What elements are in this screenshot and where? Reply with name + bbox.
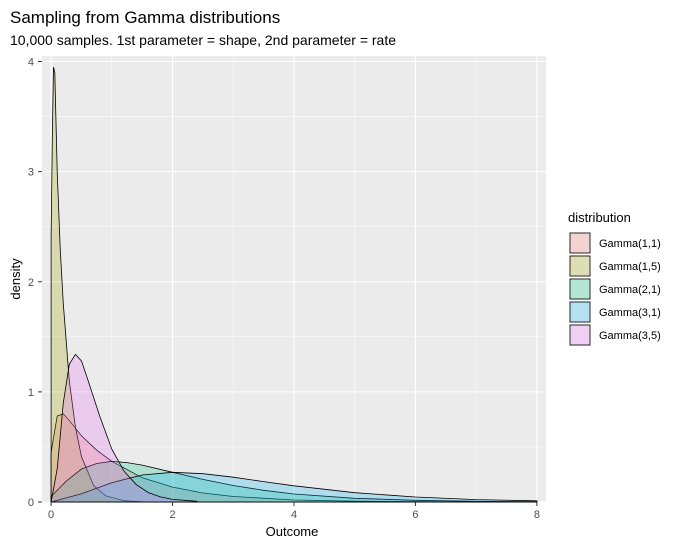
y-tick-label: 3 (28, 167, 34, 179)
legend-key-background (569, 278, 591, 300)
legend-key-background (569, 324, 591, 346)
legend-label: Gamma(3,5) (599, 330, 661, 342)
y-tick-label: 2 (28, 277, 34, 289)
legend-label: Gamma(2,1) (599, 284, 661, 296)
y-tick-label: 1 (28, 387, 34, 399)
legend-key-background (569, 255, 591, 277)
x-axis-title: Outcome (266, 524, 319, 539)
x-tick-label: 4 (291, 509, 297, 521)
x-tick-label: 6 (412, 509, 418, 521)
y-tick-label: 4 (28, 57, 34, 69)
legend-swatch (569, 324, 591, 346)
x-tick-label: 0 (48, 509, 54, 521)
legend-label: Gamma(1,5) (599, 261, 661, 273)
density-area-gamma-3-1 (50, 471, 538, 503)
density-area-gamma-1-5 (50, 66, 143, 503)
y-tick-label: 0 (28, 497, 34, 509)
legend-swatch (569, 278, 591, 300)
density-areas (50, 66, 538, 503)
legend-swatch (569, 232, 591, 254)
legend-swatch (569, 255, 591, 277)
y-axis: 0 1 2 3 4 (28, 57, 42, 509)
chart-subtitle: 10,000 samples. 1st parameter = shape, 2… (10, 32, 396, 48)
y-axis-title: density (8, 258, 23, 300)
legend-label: Gamma(1,1) (599, 238, 661, 250)
legend-label: Gamma(3,1) (599, 307, 661, 319)
chart-title: Sampling from Gamma distributions (10, 8, 280, 27)
x-axis: 0 2 4 6 8 (48, 502, 540, 521)
x-tick-label: 8 (534, 509, 540, 521)
x-tick-label: 2 (169, 509, 175, 521)
legend: Gamma(1,1) Gamma(1,5) Gamma(2,1) Gamma(3,1)… (569, 232, 661, 346)
density-area-gamma-2-1 (50, 460, 538, 503)
density-area-gamma-3-5 (50, 353, 198, 503)
legend-key-background (569, 232, 591, 254)
legend-key-background (569, 301, 591, 323)
legend-swatch (569, 301, 591, 323)
legend-title: distribution (568, 210, 631, 225)
